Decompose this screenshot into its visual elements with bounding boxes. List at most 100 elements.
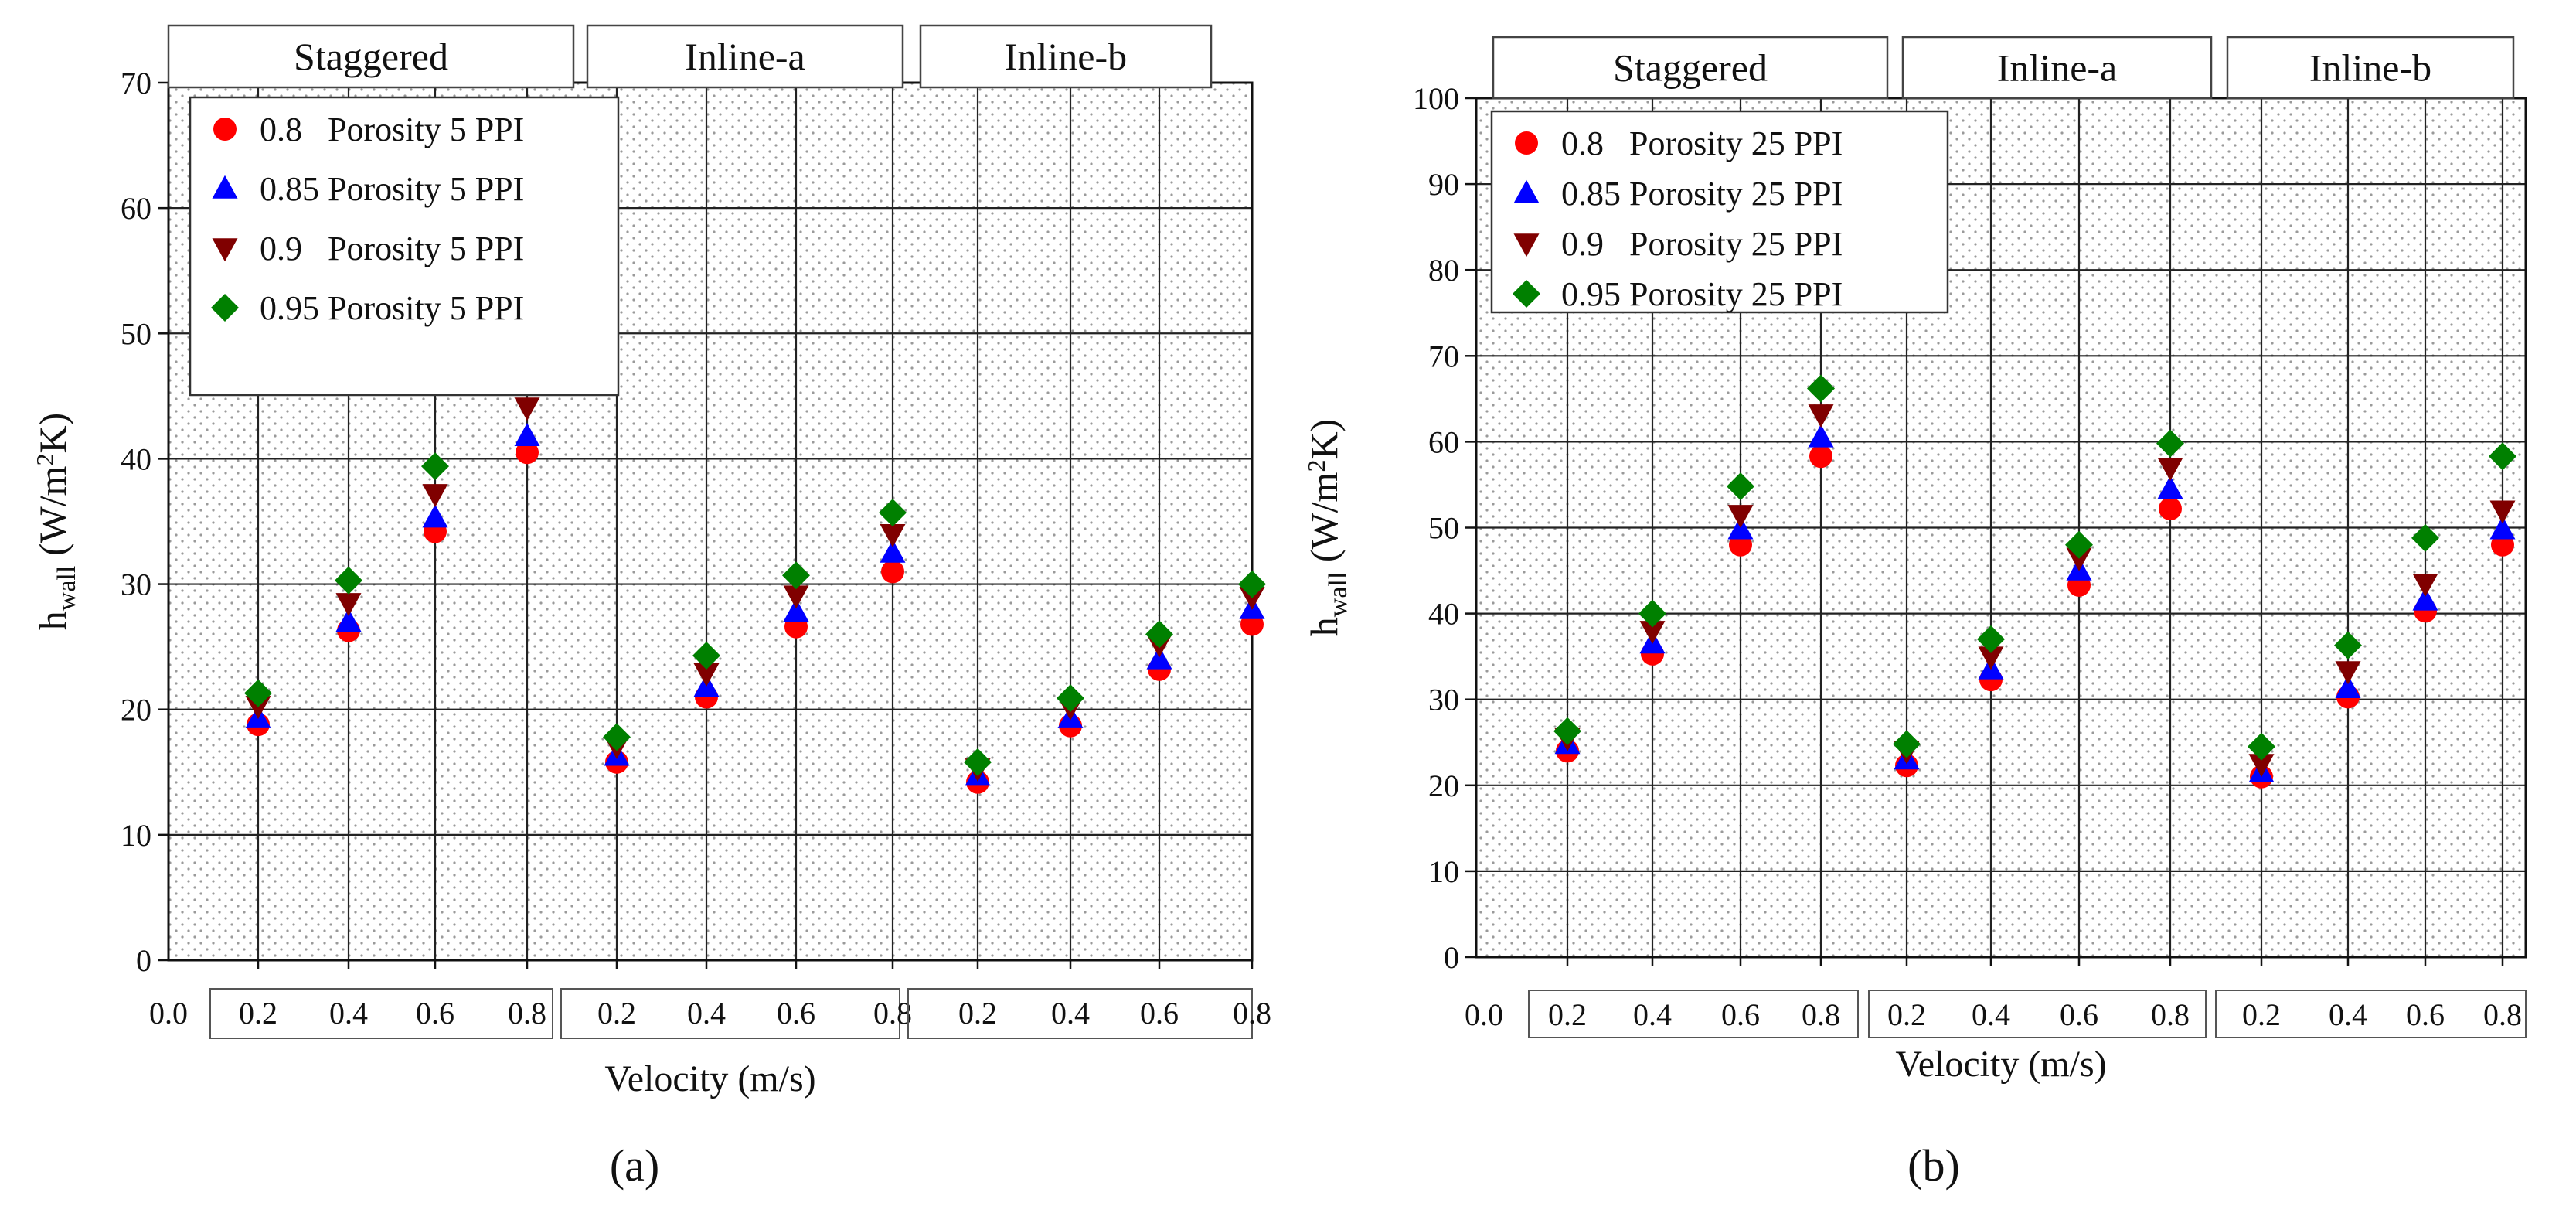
x-tick-label: 0.6: [1140, 996, 1179, 1031]
x-tick-label: 0.4: [687, 996, 726, 1031]
y-tick-label: 30: [1428, 683, 1459, 717]
y-axis-label: hwall (W/m2K): [31, 413, 81, 630]
legend-box: [189, 96, 620, 397]
data-point-diamond: [1638, 599, 1666, 628]
data-point-diamond: [1145, 620, 1173, 649]
y-axis-label: hwall (W/m2K): [1302, 419, 1353, 636]
data-point-diamond: [1553, 717, 1581, 745]
group-header-label: Inline-b: [2309, 46, 2431, 90]
data-point-diamond: [1977, 625, 2005, 653]
data-point-triangle-up: [2412, 587, 2438, 611]
y-tick-label: 100: [1413, 81, 1459, 116]
y-axis-label-unit-end: K): [31, 413, 74, 454]
data-point-diamond: [692, 641, 720, 670]
legend-label: 0.95 Porosity 5 PPI: [260, 289, 524, 327]
y-tick-label: 80: [1428, 253, 1459, 288]
data-point-triangle-down: [514, 397, 540, 421]
x-tick-label: 0.2: [1887, 997, 1926, 1032]
group-header-box: [1492, 36, 1889, 100]
data-point-triangle-down: [335, 593, 362, 617]
y-axis-label-sub: wall: [53, 566, 81, 612]
legend-label: 0.85 Porosity 5 PPI: [260, 170, 524, 208]
data-point-diamond: [2489, 442, 2516, 471]
y-axis-label-unit: (W/m: [31, 465, 74, 565]
group-header-box: [2226, 36, 2515, 100]
y-axis-label-main: h: [1302, 617, 1346, 636]
data-point-diamond: [2334, 631, 2362, 659]
x-tick-label: 0.6: [777, 996, 815, 1031]
y-axis-label-sup: 2: [1302, 460, 1330, 472]
x-tick-label: 0.8: [1233, 996, 1271, 1031]
y-tick-label: 50: [121, 316, 151, 351]
legend-label: 0.9 Porosity 5 PPI: [260, 230, 524, 267]
data-point-triangle-down: [1639, 621, 1666, 645]
y-tick-label: 60: [121, 191, 151, 226]
group-header-box: [586, 24, 904, 89]
data-point-diamond: [879, 499, 907, 527]
data-point-triangle-down: [2157, 457, 2183, 481]
data-point-triangle-down: [1808, 404, 1834, 428]
x-tick-label: 0.4: [2329, 997, 2367, 1032]
y-tick-label: 10: [1428, 854, 1459, 889]
data-point-diamond: [421, 452, 449, 481]
x-tick-group-box: [907, 988, 1253, 1039]
legend-box: [1490, 110, 1949, 314]
data-point-triangle-down: [2248, 754, 2275, 778]
y-axis-label-unit-end: K): [1302, 419, 1346, 460]
legend-marker-circle: [213, 118, 237, 141]
data-point-triangle-down: [245, 696, 271, 720]
data-point-triangle-up: [2489, 516, 2516, 540]
x-tick-label: 0.2: [239, 996, 277, 1031]
legend-marker-diamond: [211, 294, 239, 322]
x-tick-label: 0.6: [416, 996, 454, 1031]
data-point-diamond: [1057, 684, 1084, 713]
legend-label: 0.95 Porosity 25 PPI: [1561, 275, 1843, 313]
y-tick-label: 70: [121, 66, 151, 101]
data-point-diamond: [1807, 374, 1835, 403]
legend-label: 0.9 Porosity 25 PPI: [1561, 225, 1843, 263]
x-tick-label: 0.6: [2060, 997, 2098, 1032]
x-tick-group-box: [209, 988, 553, 1039]
x-tick-label: 0.4: [1051, 996, 1090, 1031]
legend-label: 0.85 Porosity 25 PPI: [1561, 175, 1843, 213]
legend-label: 0.8 Porosity 5 PPI: [260, 111, 524, 148]
y-axis-label-sub: wall: [1324, 572, 1353, 618]
data-point-diamond: [1727, 472, 1754, 501]
data-point-diamond: [1238, 570, 1266, 598]
data-point-triangle-up: [2157, 475, 2183, 499]
group-header-label: Inline-b: [1005, 35, 1127, 78]
x-tick-label: 0.8: [2151, 997, 2190, 1032]
x-axis-label: Velocity (m/s): [604, 1058, 815, 1099]
x-tick-label: 0.6: [1721, 997, 1760, 1032]
y-tick-label: 20: [1428, 768, 1459, 803]
x-tick-label: 0.8: [508, 996, 546, 1031]
data-point-diamond: [782, 561, 810, 590]
x-origin-label: 0.0: [149, 996, 188, 1031]
chart-panel-b: 0 10 20 30 40 50 60 70 80 90 100 Staggered Inline-a I…: [1302, 36, 2527, 1191]
x-tick-label: 0.4: [1972, 997, 2010, 1032]
x-tick-label: 0.2: [2242, 997, 2281, 1032]
x-tick-label: 0.4: [1633, 997, 1672, 1032]
x-tick-label: 0.8: [873, 996, 912, 1031]
x-tick-label: 0.6: [2406, 997, 2445, 1032]
legend-marker-circle: [1515, 131, 1538, 155]
data-point-diamond: [603, 723, 631, 751]
y-tick-label: 40: [1428, 597, 1459, 632]
group-header-box: [919, 24, 1213, 89]
data-point-triangle-down: [880, 523, 906, 547]
data-point-triangle-down: [2489, 500, 2516, 524]
legend-marker-diamond: [1513, 280, 1540, 308]
data-point-diamond: [964, 748, 992, 776]
group-header-box: [167, 24, 575, 89]
y-tick-label: 50: [1428, 511, 1459, 546]
x-tick-label: 0.8: [1802, 997, 1840, 1032]
x-tick-group-box: [2215, 990, 2527, 1038]
x-tick-label: 0.2: [958, 996, 997, 1031]
data-point-triangle-up: [514, 422, 540, 446]
panel-label: (b): [1907, 1140, 1960, 1191]
data-point-triangle-down: [2066, 547, 2092, 571]
y-tick-label: 30: [121, 567, 151, 602]
x-tick-label: 0.2: [1548, 997, 1587, 1032]
data-point-diamond: [2411, 523, 2439, 552]
y-tick-label: 10: [121, 818, 151, 853]
